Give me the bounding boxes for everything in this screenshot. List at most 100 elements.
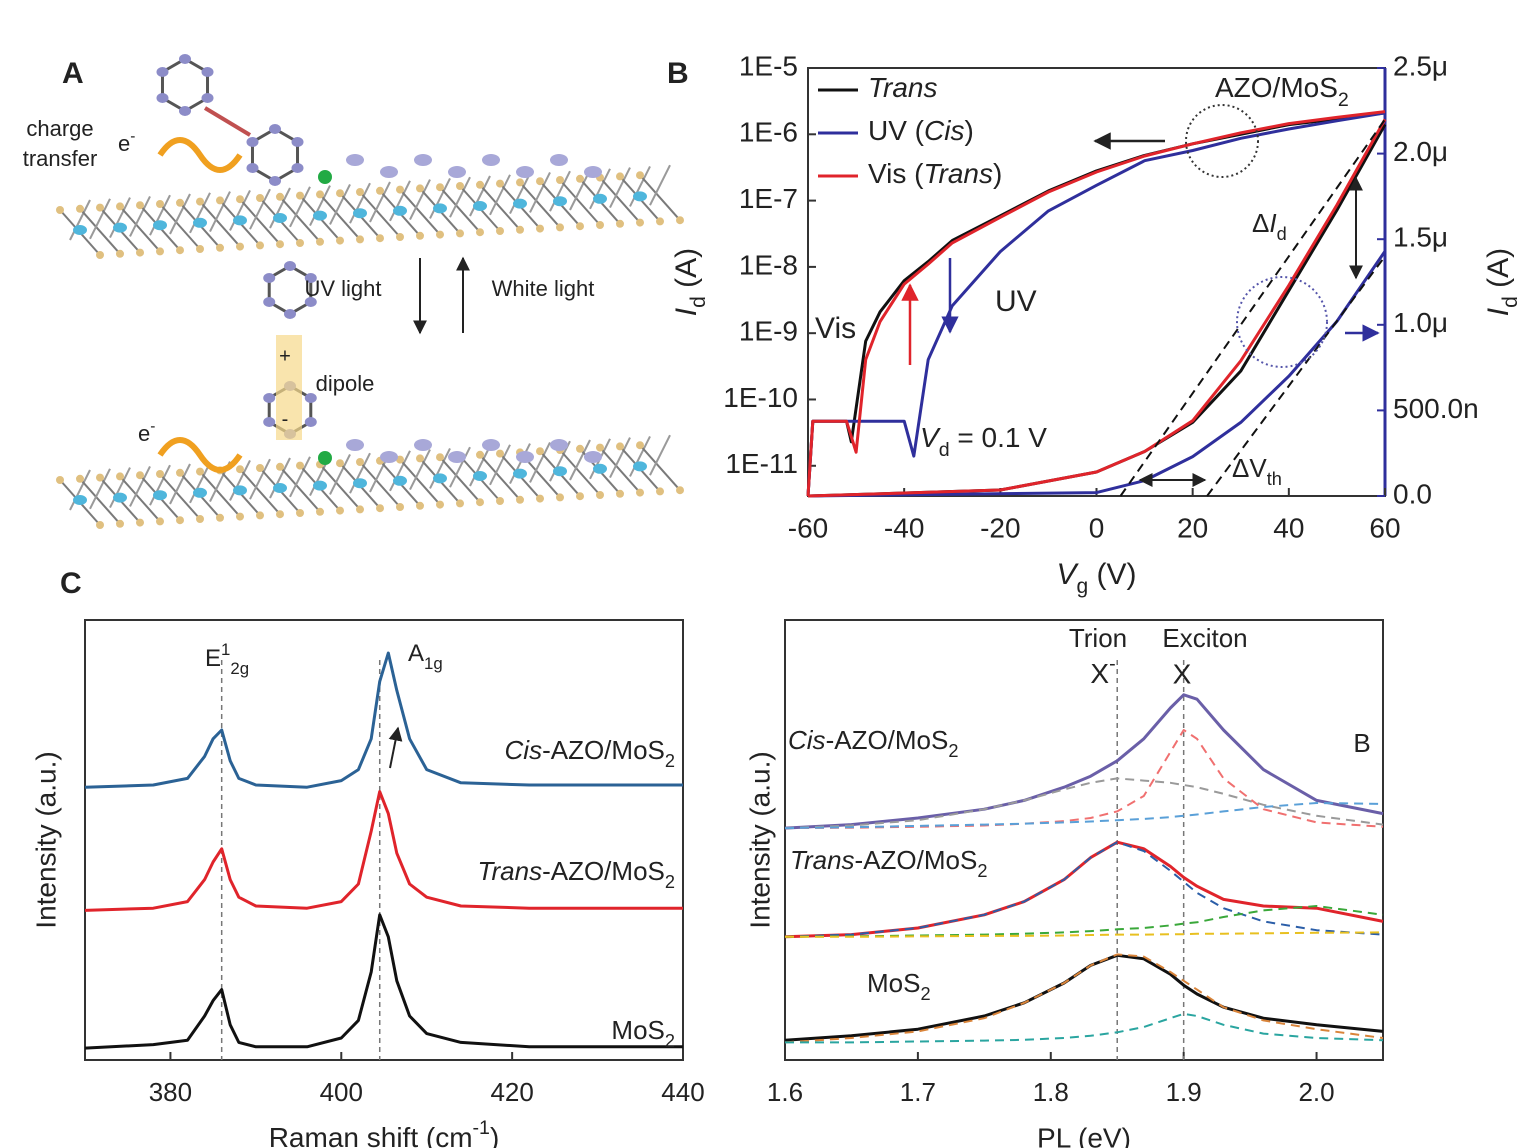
lattice-bond bbox=[629, 165, 651, 207]
chain-atom bbox=[448, 166, 466, 178]
sulfur-atom bbox=[396, 455, 404, 464]
sulfur-atom bbox=[196, 197, 204, 206]
text-part: -AZO/MoS bbox=[542, 735, 665, 765]
lattice-bond bbox=[129, 195, 151, 237]
carbon-atom bbox=[291, 163, 304, 173]
sulfur-atom bbox=[556, 176, 564, 184]
annotation: MoS2 bbox=[867, 968, 931, 1004]
mo-atom bbox=[233, 485, 247, 496]
sulfur-atom bbox=[136, 471, 144, 480]
panel-label: B bbox=[667, 57, 689, 90]
sulfur-atom bbox=[256, 464, 264, 472]
lattice-bond bbox=[249, 188, 271, 230]
mo-atom bbox=[473, 471, 487, 481]
carbon-atom bbox=[263, 297, 276, 307]
lattice-bond bbox=[189, 192, 211, 234]
y2-tick-label: 2.5μ bbox=[1393, 50, 1448, 81]
carbon-atom bbox=[269, 176, 281, 186]
sulfur-atom bbox=[616, 489, 624, 498]
lattice-bond bbox=[469, 175, 491, 217]
sulfur-atom bbox=[236, 242, 244, 251]
sulfur-atom bbox=[256, 241, 264, 250]
data-line bbox=[784, 905, 1384, 938]
sulfur-atom bbox=[616, 442, 624, 451]
sulfur-atom bbox=[596, 443, 604, 452]
mo-atom bbox=[553, 196, 567, 207]
carbon-atom bbox=[269, 124, 281, 134]
mo-atom bbox=[113, 492, 127, 503]
sulfur-atom bbox=[156, 200, 164, 208]
sulfur-atom bbox=[676, 216, 684, 225]
y-tick-label: 1E-7 bbox=[739, 183, 798, 214]
text-part: d bbox=[939, 439, 950, 461]
carbon-atom bbox=[156, 93, 169, 103]
text-part: V bbox=[1056, 558, 1079, 591]
sulfur-atom bbox=[76, 474, 84, 483]
x-tick-label: 420 bbox=[490, 1077, 533, 1107]
lattice-bond bbox=[529, 441, 551, 483]
fit-line bbox=[1119, 118, 1386, 497]
x-tick-label: 380 bbox=[149, 1077, 192, 1107]
data-line bbox=[806, 111, 1386, 497]
y-tick-label: 1E-9 bbox=[739, 316, 798, 347]
sulfur-atom bbox=[576, 174, 584, 183]
sulfur-atom bbox=[436, 183, 444, 192]
annotation: A1g bbox=[408, 640, 443, 673]
lattice-bond bbox=[279, 196, 321, 243]
sulfur-atom bbox=[396, 233, 404, 241]
sulfur-atom bbox=[456, 229, 464, 238]
sulfur-atom bbox=[456, 499, 464, 508]
mo-atom bbox=[393, 205, 407, 216]
sulfur-atom bbox=[436, 453, 444, 462]
mo-atom bbox=[473, 201, 487, 211]
lattice-bond bbox=[119, 475, 161, 523]
sulfur-atom bbox=[116, 249, 124, 258]
legend-label: UV (Cis) bbox=[868, 115, 974, 146]
sulfur-atom bbox=[376, 234, 384, 243]
sulfur-atom bbox=[536, 177, 544, 186]
text-part: V bbox=[920, 422, 941, 453]
diagram-label: transfer bbox=[23, 146, 98, 171]
sulfur-atom bbox=[656, 487, 664, 496]
mo-atom bbox=[553, 466, 567, 477]
lattice-bond bbox=[409, 179, 431, 221]
sulfur-atom bbox=[236, 512, 244, 521]
annotation: X bbox=[1173, 658, 1192, 689]
text-part: A bbox=[408, 640, 424, 667]
mo-atom bbox=[633, 461, 647, 472]
carbon-atom bbox=[246, 137, 259, 147]
lattice-bond bbox=[429, 177, 451, 219]
text-part: - bbox=[150, 418, 155, 435]
lattice-bond bbox=[199, 470, 241, 518]
y-tick-label: 1E-11 bbox=[725, 448, 798, 479]
sulfur-atom bbox=[96, 203, 104, 212]
diagram-label: - bbox=[282, 408, 289, 430]
text-part: e bbox=[118, 131, 130, 156]
sulfur-atom bbox=[176, 246, 184, 255]
annotation: MoS2 bbox=[611, 1015, 675, 1051]
lattice-bond bbox=[479, 184, 521, 231]
data-line bbox=[784, 802, 1384, 830]
sulfur-atom bbox=[636, 488, 644, 497]
x-axis-label: Raman shift (cm-1) bbox=[269, 1117, 500, 1148]
data-line bbox=[784, 953, 1384, 1042]
panel-c-raman: C 380 400 420 440 Raman shift (cm-1) Intensity… bbox=[30, 567, 704, 1148]
sulfur-atom bbox=[356, 188, 364, 196]
data-line bbox=[785, 1012, 1384, 1044]
sulfur-atom bbox=[216, 243, 224, 252]
sulfur-atom bbox=[596, 221, 604, 229]
data-line bbox=[84, 790, 683, 912]
y2-tick-label: 1.5μ bbox=[1393, 222, 1448, 253]
annotation: ΔVth bbox=[1232, 453, 1282, 489]
lattice-bond bbox=[89, 198, 111, 240]
lattice-bond bbox=[209, 191, 231, 233]
chain-atom bbox=[584, 451, 602, 463]
sulfur-atom bbox=[396, 185, 404, 194]
mo-atom bbox=[393, 475, 407, 486]
data-line bbox=[784, 777, 1384, 830]
text-part: 2 bbox=[977, 861, 987, 881]
lattice-bond bbox=[399, 188, 441, 236]
arrow bbox=[388, 726, 403, 769]
diagram-label: e- bbox=[138, 418, 155, 446]
chain-atom bbox=[550, 439, 568, 451]
